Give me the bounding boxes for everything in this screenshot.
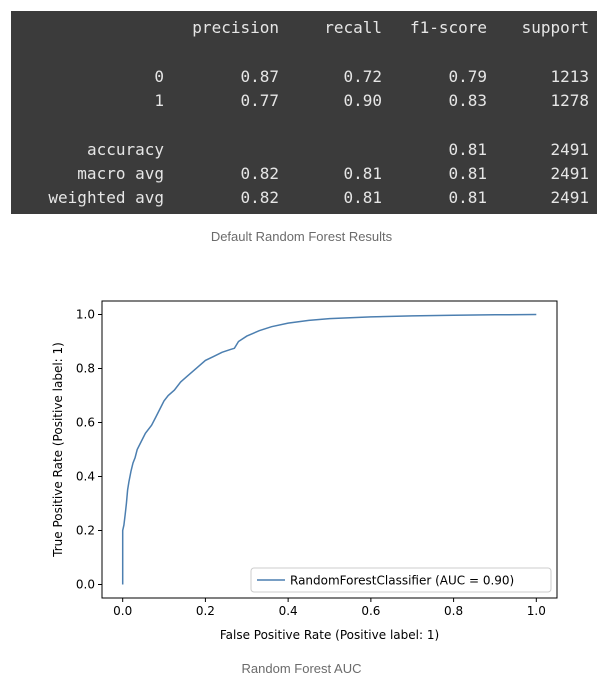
row-precision: 0.77 — [240, 91, 279, 110]
row-support: 1278 — [550, 91, 589, 110]
row-precision: 0.82 — [240, 188, 279, 207]
row-recall: 0.72 — [343, 67, 382, 86]
chart-caption: Random Forest AUC — [241, 661, 362, 676]
row-recall: 0.90 — [343, 91, 382, 110]
legend: RandomForestClassifier (AUC = 0.90) — [250, 567, 552, 593]
row-precision: 0.87 — [240, 67, 279, 86]
legend-label: RandomForestClassifier (AUC = 0.90) — [290, 574, 514, 588]
y-axis-label: True Positive Rate (Positive label: 1) — [51, 342, 65, 558]
row-label: 1 — [154, 91, 164, 110]
row-f1: 0.83 — [448, 91, 487, 110]
header-recall: recall — [324, 18, 382, 37]
x-tick-label: 0.4 — [279, 604, 298, 618]
row-support: 2491 — [550, 188, 589, 207]
row-support: 2491 — [550, 140, 589, 159]
row-f1: 0.81 — [448, 164, 487, 183]
report-caption: Default Random Forest Results — [210, 229, 393, 244]
x-tick-label: 0.2 — [196, 604, 215, 618]
x-axis-ticks: 0.0 0.2 0.4 0.6 0.8 1.0 — [113, 598, 546, 618]
y-tick-label: 0.8 — [76, 362, 95, 376]
row-label: 0 — [154, 67, 164, 86]
roc-chart: 0.0 0.2 0.4 0.6 0.8 1.0 0.0 0.2 0.4 0.6 0.8 1.0 Fa… — [51, 300, 558, 642]
roc-curve-line — [121, 313, 537, 585]
row-f1: 0.81 — [448, 188, 487, 207]
row-recall: 0.81 — [343, 188, 382, 207]
y-tick-label: 0.4 — [76, 470, 95, 484]
row-precision: 0.82 — [240, 164, 279, 183]
plot-area — [101, 300, 558, 599]
x-tick-label: 0.8 — [444, 604, 463, 618]
header-precision: precision — [192, 18, 279, 37]
row-label: macro avg — [77, 164, 164, 183]
y-axis-ticks: 0.0 0.2 0.4 0.6 0.8 1.0 — [76, 308, 102, 592]
y-tick-label: 0.0 — [76, 578, 95, 592]
row-f1: 0.81 — [448, 140, 487, 159]
row-label: weighted avg — [48, 188, 164, 207]
x-axis-label: False Positive Rate (Positive label: 1) — [220, 628, 439, 642]
x-tick-label: 0.6 — [361, 604, 380, 618]
x-tick-label: 1.0 — [527, 604, 546, 618]
y-tick-label: 0.6 — [76, 416, 95, 430]
y-tick-label: 0.2 — [76, 524, 95, 538]
row-label: accuracy — [86, 140, 164, 159]
legend-box — [250, 567, 552, 593]
row-recall: 0.81 — [343, 164, 382, 183]
classification-report: precision recall f1-score support 0 0.87… — [11, 11, 597, 214]
row-support: 2491 — [550, 164, 589, 183]
header-f1-score: f1-score — [409, 18, 487, 37]
row-support: 1213 — [550, 67, 589, 86]
row-f1: 0.79 — [448, 67, 487, 86]
x-tick-label: 0.0 — [113, 604, 132, 618]
header-support: support — [521, 18, 589, 37]
y-tick-label: 1.0 — [76, 308, 95, 322]
